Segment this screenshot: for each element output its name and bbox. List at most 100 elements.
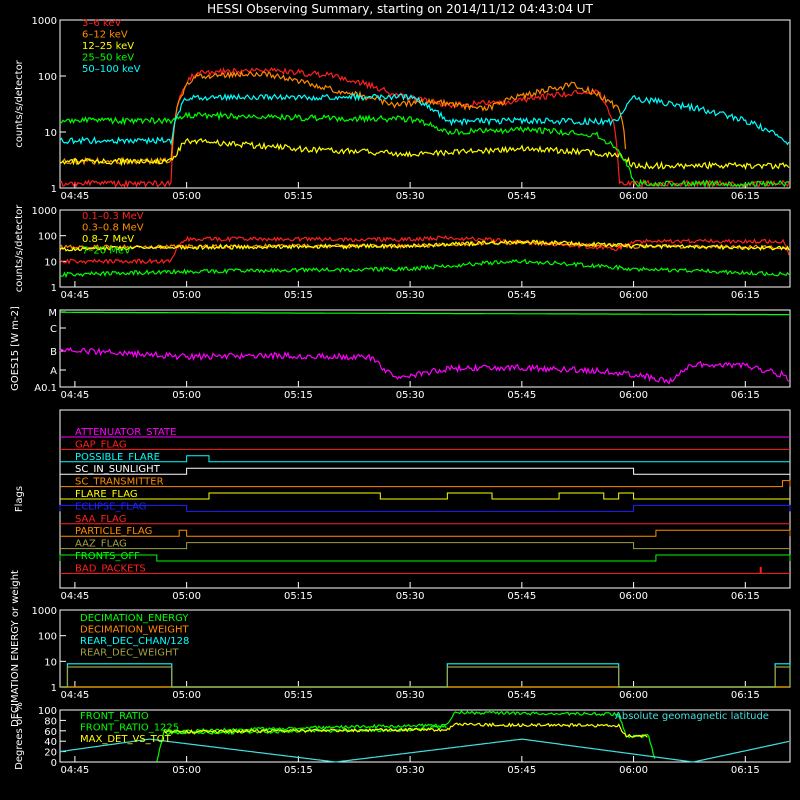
legend-entry: 12–25 keV (82, 41, 134, 52)
x-tick-label: 05:30 (396, 290, 425, 301)
x-tick-label: 06:15 (731, 191, 760, 202)
flag-label: ATTENUATOR_STATE (75, 427, 176, 438)
panel-4: Flags 04:45 05:00 05:15 05:30 05:45 06:00 06:15… (14, 409, 791, 602)
series-line-3 (59, 239, 790, 252)
x-tick-label: 04:45 (60, 765, 89, 776)
plot-title: HESSI Observing Summary, starting on 201… (207, 2, 593, 16)
x-tick-label: 05:15 (284, 390, 313, 401)
x-tick-label: 04:45 (60, 690, 89, 701)
x-tick-label: 06:00 (619, 591, 648, 602)
series-line-4 (59, 110, 789, 189)
x-tick-label: 05:00 (172, 191, 201, 202)
flag-line (60, 480, 791, 488)
y-tick-label: 100 (38, 632, 57, 643)
y-tick-label: 60 (44, 727, 57, 738)
panel-frame (59, 209, 791, 288)
y-tick-label: 1000 (32, 16, 57, 27)
flag-label: BAD_PACKETS (75, 563, 146, 574)
flag-label: SC_IN_SUNLIGHT (75, 464, 161, 475)
y-tick-label: C (50, 324, 57, 335)
y-axis-label: Degrees or % (14, 702, 25, 770)
flag-label: SAA_FLAG (75, 514, 126, 525)
y-tick-label: 1000 (32, 206, 57, 217)
legend-entry: 50–100 keV (82, 64, 141, 75)
series-line-1 (59, 66, 790, 189)
y-axis-label: GOES15 [W m-2] (10, 306, 21, 391)
series-line-4 (60, 666, 791, 688)
series-line-3 (163, 722, 648, 739)
flag-line (59, 504, 791, 512)
x-tick-label: 05:00 (172, 591, 201, 602)
flag-line (60, 529, 791, 537)
panel-frame (59, 19, 791, 189)
flag-label: POSSIBLE_FLARE (75, 452, 160, 463)
y-tick-label: B (50, 347, 57, 358)
x-tick-label: 04:45 (60, 591, 89, 602)
x-tick-label: 06:00 (619, 765, 648, 776)
x-tick-label: 04:45 (60, 290, 89, 301)
series-line-2 (59, 346, 790, 385)
series-line-1 (60, 311, 789, 316)
panels: 1 10 100 1000 counts/s/detector 04:45 05:00 05:… (10, 16, 791, 776)
y-tick-label: 100 (38, 706, 57, 717)
x-tick-label: 05:30 (396, 765, 425, 776)
x-tick-label: 05:15 (284, 765, 313, 776)
x-tick-label: 06:15 (731, 290, 760, 301)
legend-entry: REAR_DEC_WEIGHT (80, 648, 179, 659)
flag-line (60, 492, 790, 500)
x-tick-label: 06:00 (619, 390, 648, 401)
panel-5: 1 10 100 1000 DECIMATION ENERGY or weight 04:… (10, 570, 791, 727)
x-tick-label: 05:45 (507, 591, 536, 602)
x-tick-label: 05:15 (284, 690, 313, 701)
legend-entry: REAR_DEC_CHAN/128 (80, 636, 189, 647)
y-tick-label: 100 (38, 72, 57, 83)
legend-entry: 25–50 keV (82, 53, 134, 64)
x-tick-label: 06:15 (731, 690, 760, 701)
legend-entry: 6–12 keV (82, 30, 128, 41)
y-tick-label: 1 (51, 683, 57, 694)
x-tick-label: 05:00 (172, 290, 201, 301)
flag-label: ECLIPSE_FLAG (75, 501, 146, 512)
panel-1: 1 10 100 1000 counts/s/detector 04:45 05:00 05:… (14, 16, 791, 202)
legend-entry: FRONT_RATIO (80, 711, 149, 722)
y-tick-label: 40 (44, 737, 57, 748)
y-tick-label: 10 (44, 657, 57, 668)
series-line-4 (59, 738, 790, 763)
series-line-1 (59, 235, 790, 265)
x-tick-label: 05:45 (507, 290, 536, 301)
y-tick-label: 100 (38, 232, 57, 243)
series-line-3 (60, 137, 790, 171)
x-tick-label: 05:30 (396, 191, 425, 202)
y-tick-label: 10 (44, 257, 57, 268)
x-tick-label: 05:45 (507, 390, 536, 401)
x-tick-label: 06:00 (619, 290, 648, 301)
x-tick-label: 05:30 (396, 591, 425, 602)
legend-entry: MAX_DET_VS_TOT (80, 734, 172, 745)
panel-3: A0.1 AB CM GOES15 [W m-2] 04:45 05:00 05:15 05:… (10, 306, 791, 401)
legend-entry: 7–20 MeV (82, 246, 131, 257)
flag-label: GAP_FLAG (75, 439, 127, 450)
annotation-label: Absolute geomagnetic latitude (615, 711, 769, 722)
flag-line (60, 455, 790, 463)
panel-2: 1 10 100 1000 counts/s/detector 04:45 05:00 05:… (14, 204, 791, 301)
flag-label: FRONTS_OFF (75, 551, 140, 562)
legend-entry: DECIMATION_WEIGHT (80, 625, 189, 636)
y-axis-label: counts/s/detector (14, 204, 25, 292)
x-tick-label: 06:15 (731, 591, 760, 602)
y-tick-label: 1 (51, 283, 57, 294)
flag-line (60, 566, 790, 574)
x-tick-label: 04:45 (60, 191, 89, 202)
series-line-3 (60, 663, 791, 688)
legend-entry: 0.8–7 MeV (82, 234, 134, 245)
x-tick-label: 04:45 (60, 390, 89, 401)
y-tick-label: 20 (44, 748, 57, 759)
x-tick-label: 05:30 (396, 390, 425, 401)
legend-entry: 3–6 keV (82, 18, 121, 29)
flag-line (60, 542, 790, 550)
flag-label: SC_TRANSMITTER (75, 477, 164, 488)
x-tick-label: 05:00 (172, 390, 201, 401)
x-tick-label: 06:15 (731, 390, 760, 401)
y-tick-label: 10 (44, 128, 57, 139)
